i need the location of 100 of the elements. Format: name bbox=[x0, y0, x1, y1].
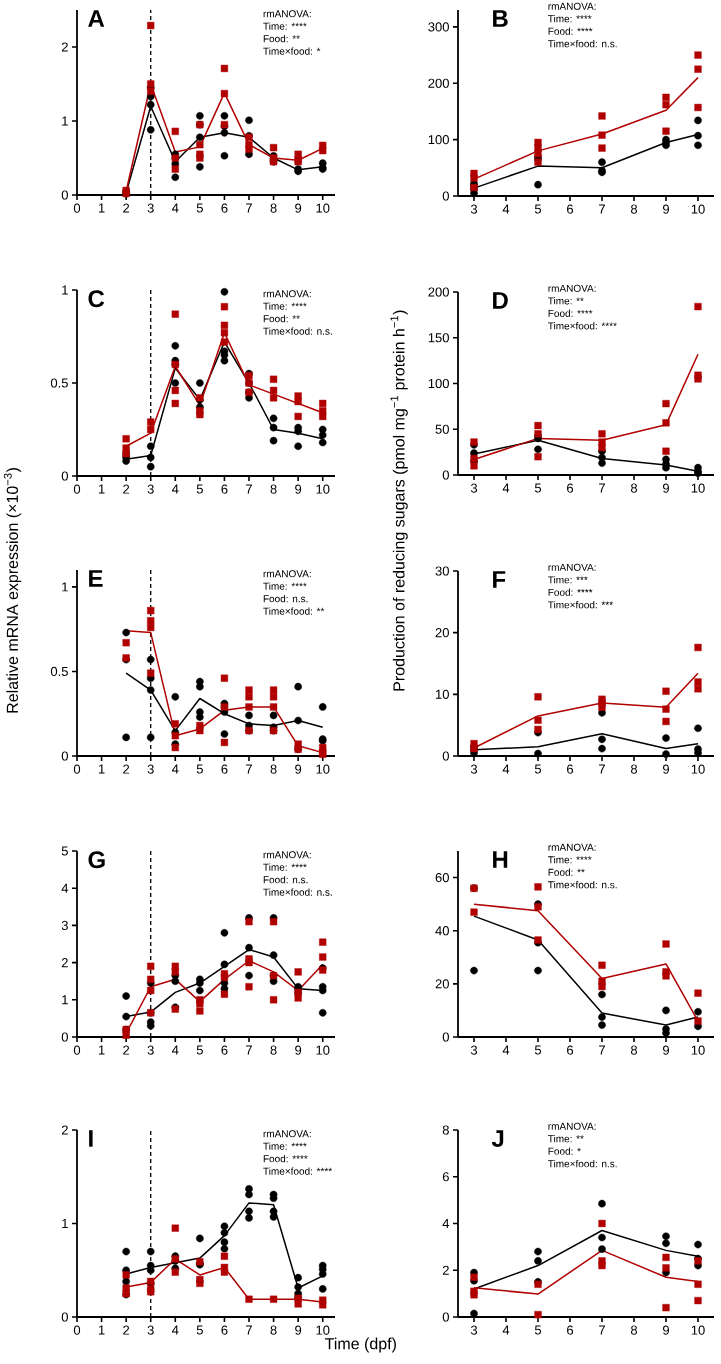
x-tick-label: 8 bbox=[270, 764, 277, 774]
y-tick-label: 0 bbox=[442, 470, 449, 480]
chart-title: A bbox=[88, 10, 105, 27]
text: rmANOVA: bbox=[548, 2, 596, 10]
annotation: rmANOVA: bbox=[263, 1130, 311, 1138]
y-tick-label: 200 bbox=[428, 287, 449, 297]
y-tick-label: 2 bbox=[442, 1265, 449, 1275]
x-tick-label: 3 bbox=[147, 203, 154, 213]
y-tick-label: 1 bbox=[62, 582, 68, 592]
annotation: Time×food: n.s. bbox=[548, 1159, 617, 1168]
y-tick-label: 1 bbox=[62, 285, 68, 295]
x-tick-label: 6 bbox=[221, 1045, 228, 1055]
annotation: Food: **** bbox=[548, 588, 593, 596]
x-tick-label: 8 bbox=[630, 1325, 638, 1335]
y-tick-label: 2 bbox=[61, 958, 68, 968]
x-tick-label: 6 bbox=[221, 203, 228, 213]
annotation: Time: ** bbox=[548, 297, 584, 305]
x-tick-label: 9 bbox=[663, 764, 669, 774]
x-tick-label: 7 bbox=[599, 1045, 605, 1055]
y-tick-label: 100 bbox=[428, 135, 449, 145]
x-tick-label: 1 bbox=[98, 203, 105, 213]
x-tick-label: 4 bbox=[502, 1045, 510, 1055]
y-tick-label: 20 bbox=[435, 979, 449, 989]
chart-title: F bbox=[493, 571, 506, 588]
x-tick-label: 3 bbox=[147, 1325, 154, 1335]
x-tick-label: 9 bbox=[295, 764, 302, 774]
y-axis-title: Production of reducing sugars (pmol mg$^{−1}$ protein h$^{−1}$) bbox=[390, 310, 408, 691]
y-tick-label: 3 bbox=[61, 920, 68, 930]
x-tick-label: 10 bbox=[691, 1325, 705, 1335]
x-tick-label: 8 bbox=[630, 764, 638, 774]
x-tick-label: 5 bbox=[196, 1045, 203, 1055]
x-tick-label: 7 bbox=[599, 1325, 605, 1335]
annotation: Food: ** bbox=[263, 34, 300, 43]
x-tick-label: 0 bbox=[73, 1045, 81, 1055]
x-tick-label: 7 bbox=[246, 484, 252, 494]
x-tick-label: 8 bbox=[270, 1045, 277, 1055]
x-tick-label: 2 bbox=[123, 1045, 130, 1055]
annotation: rmANOVA: bbox=[263, 570, 311, 578]
x-tick-label: 10 bbox=[691, 204, 705, 214]
y-tick-label: 10 bbox=[436, 689, 449, 699]
annotation: Time: **** bbox=[548, 14, 592, 23]
x-tick-label: 5 bbox=[534, 204, 542, 214]
annotation: Time: **** bbox=[263, 863, 307, 871]
x-tick-label: 10 bbox=[691, 483, 705, 493]
y-tick-label: 2 bbox=[61, 1125, 68, 1135]
x-tick-label: 6 bbox=[567, 1045, 574, 1055]
x-tick-label: 10 bbox=[316, 484, 330, 494]
annotation: Time: **** bbox=[263, 582, 307, 590]
annotation: rmANOVA: bbox=[263, 290, 311, 298]
y-tick-label: 0 bbox=[61, 190, 68, 200]
x-tick-label: 0 bbox=[73, 203, 81, 213]
annotation: Time: **** bbox=[263, 22, 307, 30]
x-tick-label: 1 bbox=[98, 764, 105, 774]
x-tick-label: 2 bbox=[123, 1325, 130, 1335]
y-tick-label: 8 bbox=[442, 1125, 449, 1135]
x-tick-label: 2 bbox=[123, 484, 130, 494]
y-tick-label: 6 bbox=[442, 1172, 449, 1182]
y-tick-label: 100 bbox=[428, 378, 449, 389]
x-tick-label: 0 bbox=[73, 764, 81, 774]
annotation: Time: **** bbox=[263, 1142, 307, 1150]
x-tick-label: 9 bbox=[295, 1045, 302, 1055]
x-tick-label: 3 bbox=[147, 764, 154, 774]
annotation: Time×food: **** bbox=[263, 1167, 332, 1175]
x-tick-label: 6 bbox=[221, 764, 228, 774]
x-tick-label: 7 bbox=[599, 483, 605, 493]
x-tick-label: 0 bbox=[73, 484, 81, 494]
x-tick-label: 7 bbox=[246, 203, 252, 213]
chart-title: E bbox=[89, 570, 103, 587]
x-tick-label: 3 bbox=[470, 1325, 478, 1335]
annotation: Food: **** bbox=[548, 27, 593, 35]
text: rmANOVA: bbox=[548, 1122, 596, 1130]
x-tick-label: 9 bbox=[663, 1045, 669, 1055]
annotation: Time×food: *** bbox=[548, 601, 613, 609]
x-tick-label: 7 bbox=[246, 1325, 252, 1335]
annotation: rmANOVA: bbox=[263, 10, 311, 18]
x-tick-label: 0 bbox=[73, 1325, 81, 1335]
x-tick-label: 6 bbox=[567, 483, 574, 493]
annotation: Food: **** bbox=[263, 1154, 308, 1163]
annotation: Time×food: n.s. bbox=[263, 327, 332, 335]
x-tick-label: 5 bbox=[196, 1325, 203, 1335]
x-tick-label: 6 bbox=[567, 1325, 574, 1335]
x-tick-label: 6 bbox=[221, 1325, 228, 1335]
x-tick-label: 4 bbox=[502, 483, 510, 493]
annotation: Food: n.s. bbox=[263, 594, 308, 603]
annotation: rmANOVA: bbox=[263, 851, 311, 859]
x-tick-label: 9 bbox=[295, 1325, 302, 1335]
x-tick-label: 4 bbox=[171, 1325, 179, 1335]
x-tick-label: 10 bbox=[316, 203, 330, 213]
annotation: Time: ** bbox=[548, 1134, 584, 1143]
y-tick-label: 0.5 bbox=[50, 666, 68, 677]
x-tick-label: 8 bbox=[630, 1045, 638, 1055]
y-tick-label: 300 bbox=[428, 22, 449, 32]
x-tick-label: 4 bbox=[502, 1325, 510, 1335]
x-tick-label: 6 bbox=[221, 484, 228, 494]
annotation: Time: **** bbox=[263, 302, 307, 310]
x-tick-label: 8 bbox=[630, 483, 638, 493]
x-tick-label: 3 bbox=[470, 204, 478, 214]
y-tick-label: 150 bbox=[428, 333, 449, 343]
y-tick-label: 0 bbox=[442, 191, 449, 201]
chart-title: J bbox=[491, 1130, 504, 1147]
